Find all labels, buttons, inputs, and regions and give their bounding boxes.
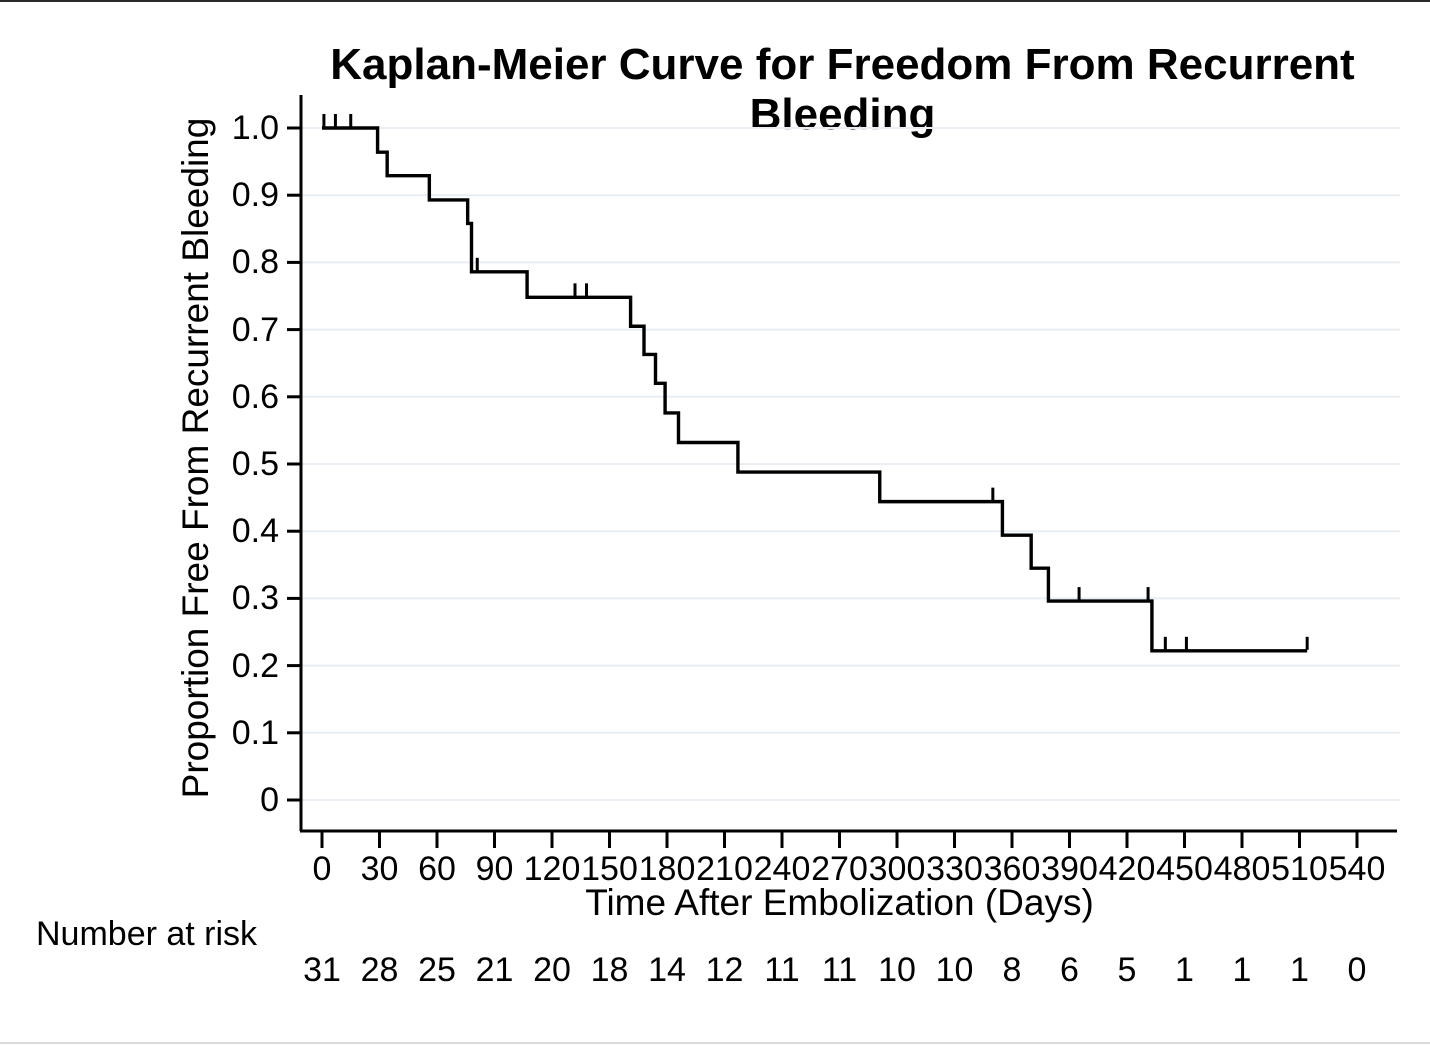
risk-count: 18: [590, 951, 629, 989]
x-tick-label: 420: [1098, 850, 1156, 888]
y-tick-label: 0.7: [231, 310, 279, 349]
x-tick-label: 510: [1271, 850, 1328, 888]
risk-count: 25: [418, 951, 456, 989]
x-tick-label: 480: [1213, 850, 1271, 888]
risk-count: 31: [303, 951, 341, 989]
risk-count: 14: [648, 951, 686, 989]
y-tick-label: 0: [260, 781, 279, 819]
risk-count: 1: [1175, 951, 1194, 989]
top-border-line: [0, 0, 1430, 2]
risk-count: 5: [1117, 951, 1137, 989]
risk-count: 28: [360, 951, 399, 989]
y-tick-label: 0.1: [231, 713, 279, 752]
bottom-border-line: [0, 1042, 1430, 1044]
y-tick-label: 0.3: [231, 579, 279, 618]
x-tick-label: 540: [1328, 850, 1386, 888]
x-tick-label: 180: [638, 850, 696, 888]
x-tick-label: 360: [983, 850, 1041, 888]
x-tick-label: 120: [523, 850, 581, 888]
risk-count: 10: [935, 951, 974, 989]
x-tick-label: 30: [360, 850, 399, 888]
risk-count: 20: [533, 951, 571, 989]
number-at-risk-label: Number at risk: [36, 915, 258, 953]
x-tick-label: 0: [312, 850, 332, 888]
x-tick-label: 240: [753, 850, 811, 888]
x-tick-label: 300: [868, 850, 926, 888]
x-tick-label: 390: [1041, 850, 1098, 888]
x-tick-label: 450: [1156, 850, 1213, 888]
risk-count: 8: [1002, 951, 1022, 989]
y-tick-label: 0.2: [231, 646, 279, 685]
y-tick-label: 0.9: [231, 176, 279, 215]
y-tick-label: 0.8: [231, 243, 279, 282]
risk-count: 11: [764, 951, 800, 989]
risk-count: 1: [1290, 951, 1309, 989]
risk-count: 21: [475, 951, 514, 989]
x-tick-label: 270: [811, 850, 868, 888]
risk-count: 12: [705, 951, 744, 989]
y-tick-label: 0.6: [231, 377, 279, 416]
y-tick-label: 0.5: [231, 445, 279, 483]
y-tick-label: 1.0: [231, 109, 279, 147]
x-tick-label: 90: [475, 850, 514, 888]
km-step-curve: [322, 126, 1308, 653]
risk-count: 11: [821, 951, 858, 989]
x-tick-label: 330: [926, 850, 983, 888]
x-tick-label: 60: [418, 850, 456, 888]
risk-count: 0: [1347, 951, 1367, 989]
y-tick-label: 0.4: [231, 512, 279, 551]
x-tick-label: 150: [581, 850, 638, 888]
risk-count: 6: [1060, 951, 1079, 989]
risk-count: 10: [878, 951, 916, 989]
x-axis-title: Time After Embolization (Days): [585, 882, 1094, 923]
chart-title: Kaplan-Meier Curve for Freedom From Recu…: [330, 40, 1355, 139]
risk-count: 1: [1232, 951, 1252, 989]
x-tick-label: 210: [696, 850, 753, 888]
